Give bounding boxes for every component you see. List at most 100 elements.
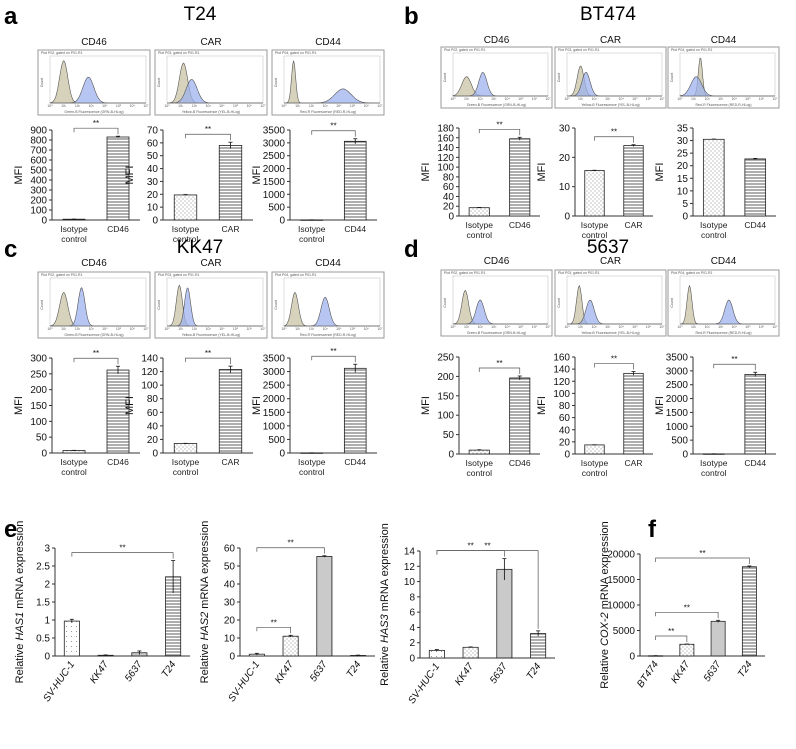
y-tick-label: 2500 [666,380,689,391]
y-tick-label: 20 [559,437,571,448]
y-tick-label: 140 [553,365,570,376]
histogram-tick: 10² [192,104,198,108]
category-label: CAR [222,457,240,467]
y-axis-label: Relative HAS1 mRNA expression [14,521,26,684]
histogram-tick: 10⁰ [281,327,287,331]
histogram-tick: 10⁷ [377,104,383,108]
histogram-tick: 10² [192,327,198,331]
histogram-tick: 10⁰ [47,104,53,108]
category-label: Isotype [700,220,728,230]
y-tick-label: 1000 [263,421,286,432]
y-tick-label: 700 [30,146,47,157]
histogram-tick: 10³ [718,97,724,101]
y-tick-label: 14 [404,547,416,558]
y-tick-label: 6 [409,608,415,619]
y-label-suffix: mRNA expression [199,521,211,612]
significance-label: ** [731,355,737,364]
histogram-tick: 10¹ [691,325,697,329]
histogram-tick: 10³ [605,97,611,101]
y-tick-label: 50 [147,151,159,162]
y-label-gene: COX-2 [599,612,611,646]
histogram-tick: 10⁵ [745,325,751,329]
histogram-ylabel: Count [443,73,447,82]
histogram-tick: 10⁴ [619,97,625,101]
histogram-tick: 10⁵ [350,104,356,108]
histogram-title: CD46 [484,35,510,46]
significance-label: ** [484,542,490,551]
y-tick-label: 40 [147,164,159,175]
flow-histogram: Plot P03, gated on P01.R1 Yellow-B Fluore… [554,46,667,109]
y-tick-label: 40 [224,580,236,591]
histogram-xlabel: Green-B Fluorescence (GRN-B-HLog) [64,333,123,337]
y-tick-label: 15000 [607,575,635,586]
y-tick-label: 30 [224,598,236,609]
histogram-xlabel: Green-B Fluorescence (GRN-B-HLog) [467,331,526,335]
histogram-xlabel: Yellow-B Fluorescence (YEL-B-HLog) [182,110,240,114]
y-label-suffix: mRNA expression [14,521,26,612]
y-tick-label: 3000 [263,367,286,378]
y-tick-label: 100 [553,389,570,400]
histogram-ylabel: Count [157,300,161,309]
category-label: Isotype [60,224,88,234]
y-axis-label: MFI [420,163,432,182]
histogram-tick: 10⁶ [646,97,652,101]
y-tick-label: 140 [141,354,158,365]
bar [316,556,333,657]
histogram-tick: 10⁷ [772,97,778,101]
bar-chart: 0 10 20 30 40 50 60 SV-HUC-1 KK47 5637 T24 ** ** Rela… [199,521,375,704]
histogram-ylabel: Count [274,300,278,309]
category-label: Isotype [700,458,728,468]
histogram-tick: 10³ [323,327,329,331]
y-axis-label: MFI [536,396,548,415]
bar [63,620,80,657]
histogram-xlabel: Red-R Fluorescence (RED-R-HLog) [695,331,751,335]
y-tick-label: 50 [443,430,455,441]
histogram-tick: 10⁷ [377,327,383,331]
expression-panel-f: f 0 5000 10000 15000 20000 BT474 KK47 5637 T24 ** *… [599,516,765,690]
category-label: control [173,234,199,244]
flow-histogram: Plot P03, gated on P01.R1 Yellow-B Fluore… [154,271,268,339]
y-tick-label: 1000 [263,190,286,201]
histogram-tick: 10² [309,327,315,331]
histogram-xlabel: Red-R Fluorescence (RED-R-HLog) [300,110,356,114]
y-tick-label: 160 [553,353,570,364]
significance-bracket [185,357,231,365]
y-axis-label: MFI [124,166,136,185]
y-tick-label: 200 [437,372,454,383]
histogram-tick: 10⁴ [505,325,511,329]
significance-label: ** [611,355,617,364]
y-tick-label: 0.5 [36,634,50,645]
significance-bracket [71,552,174,559]
significance-label: ** [468,542,474,551]
significance-label: ** [205,349,211,358]
category-label: 5637 [488,661,510,686]
y-tick-label: 20000 [607,550,635,561]
histogram-header: Plot P02, gated on P01.R1 [444,271,485,275]
bar [343,140,367,221]
histogram-tick: 10⁰ [164,327,170,331]
significance-label: ** [271,618,277,627]
category-label: BT474 [635,659,661,690]
bar [741,566,757,657]
category-label: CD44 [744,220,766,230]
histogram-title: CD46 [484,256,510,267]
histogram-tick: 10² [478,97,484,101]
significance-bracket [594,136,634,143]
histogram-tick: 10⁵ [518,97,524,101]
significance-bracket [185,133,231,141]
histogram-tick: 10² [309,104,315,108]
y-tick-label: 500 [268,435,285,446]
bar [468,449,490,455]
y-tick-label: 160 [437,133,454,144]
histogram-tick: 10⁴ [102,104,108,108]
histogram-tick: 10² [75,327,81,331]
bar [623,145,644,217]
marker-histogram-curve [567,71,662,97]
category-label: SV-HUC-1 [41,659,77,704]
category-label: control [299,467,325,477]
category-label: SV-HUC-1 [226,659,262,704]
y-tick-label: 20 [224,616,236,627]
y-tick-label: 200 [30,385,47,396]
